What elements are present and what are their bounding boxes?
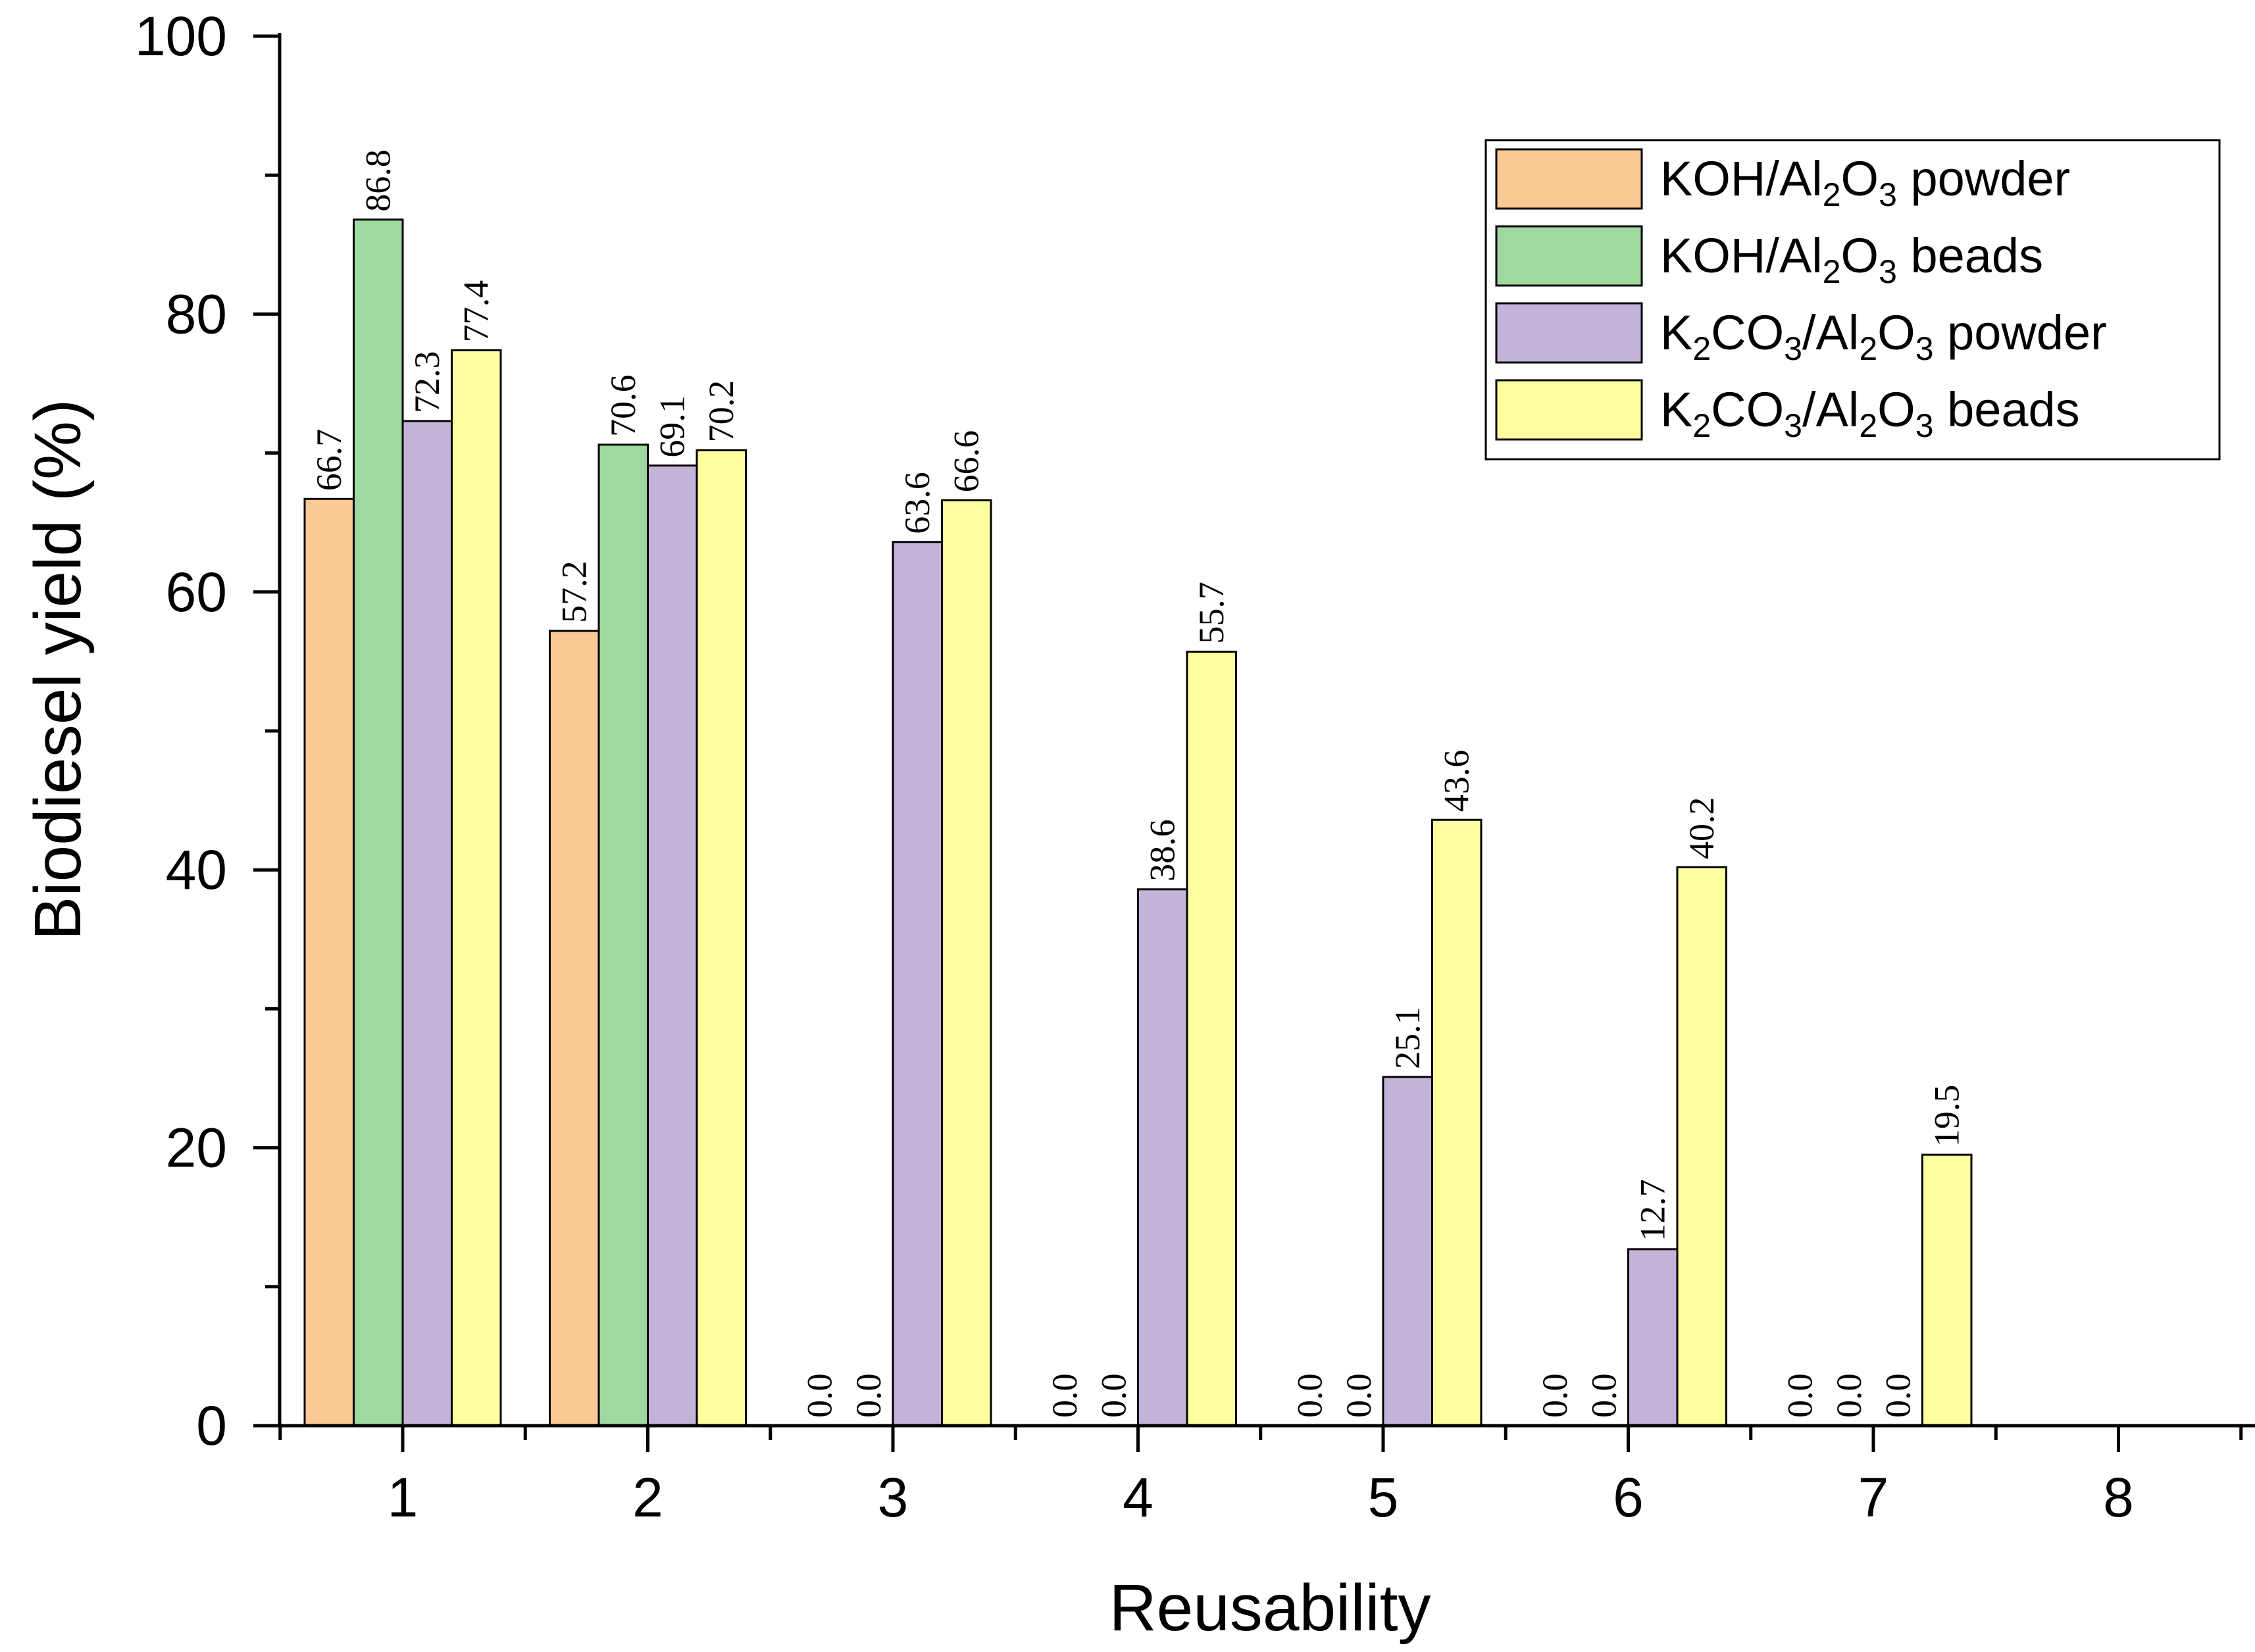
x-tick-label-4: 4 [1123,1466,1153,1528]
bar-3-2 [647,464,698,1427]
y-tick-label-40: 40 [166,839,227,901]
bar-3-3 [892,541,943,1427]
bar-2-2 [597,443,649,1427]
bar-3-4 [1137,888,1188,1427]
x-tick-label-5: 5 [1368,1466,1399,1528]
data-label-2-1: 86.8 [359,149,398,212]
x-tick-label-6: 6 [1613,1466,1644,1528]
legend-label-2: KOH/Al2O3 beads [1660,228,2043,290]
bar-4-7 [1921,1153,1973,1427]
data-label-1-2: 57.2 [555,561,594,623]
bar-1-2 [549,630,600,1427]
data-label-2-3: 0.0 [849,1374,888,1418]
data-label-1-1: 66.7 [309,429,349,491]
axes-layer: 0 20 40 60 80 100 1 2 3 4 5 6 7 8 [135,5,2255,1528]
data-label-1-3: 0.0 [799,1374,839,1418]
x-tick-label-7: 7 [1858,1466,1889,1528]
legend-swatch-2 [1495,225,1643,287]
data-label-3-5: 25.1 [1388,1007,1427,1069]
bar-1-1 [303,497,355,1427]
legend-label-1: KOH/Al2O3 powder [1660,151,2070,213]
bar-3-5 [1382,1076,1433,1427]
legend-swatch-3 [1495,302,1643,364]
data-label-4-4: 55.7 [1192,582,1231,644]
data-label-2-2: 70.6 [603,374,643,437]
bar-4-4 [1186,651,1237,1427]
data-label-4-3: 66.6 [947,430,986,493]
data-label-1-5: 0.0 [1290,1374,1329,1418]
data-label-4-2: 70.2 [701,380,741,443]
data-label-1-6: 0.0 [1535,1374,1575,1418]
bar-2-1 [353,218,404,1427]
data-label-2-7: 0.0 [1829,1374,1869,1418]
data-label-4-1: 77.4 [457,280,496,343]
data-label-2-6: 0.0 [1584,1374,1623,1418]
data-label-4-7: 19.5 [1927,1085,1967,1147]
x-tick-label-3: 3 [878,1466,909,1528]
bar-4-1 [451,349,502,1427]
bar-3-6 [1627,1248,1679,1427]
data-label-3-3: 63.6 [898,472,937,534]
bar-4-3 [941,499,992,1427]
legend-label-4: K2CO3/Al2O3 beads [1660,382,2080,444]
data-label-1-7: 0.0 [1780,1374,1819,1418]
data-label-2-5: 0.0 [1339,1374,1379,1418]
legend-swatch-1 [1495,148,1643,210]
bar-4-5 [1431,818,1482,1427]
data-labels-layer: 66.757.20.0 0.0 0.0 0.0 0.086.870.60.0 0.0 0.0… [309,149,1967,1418]
y-tick-label-20: 20 [166,1117,227,1179]
y-tick-label-100: 100 [135,5,227,67]
legend-swatch-4 [1495,379,1643,441]
x-axis-title: Reusability [1109,1571,1431,1645]
bars-layer [303,218,1973,1427]
bar-4-2 [696,449,747,1427]
bar-3-1 [401,420,453,1427]
legend-label-3: K2CO3/Al2O3 powder [1660,305,2107,367]
legend: KOH/Al2O3 powder KOH/Al2O3 beads K2CO3/Al2… [1484,139,2221,461]
data-label-3-7: 0.0 [1878,1374,1917,1418]
y-tick-label-0: 0 [196,1395,227,1457]
data-label-4-5: 43.6 [1437,750,1477,813]
data-label-3-2: 69.1 [653,395,692,458]
x-tick-label-2: 2 [632,1466,663,1528]
data-label-3-4: 38.6 [1143,819,1182,882]
data-label-3-1: 72.3 [407,351,447,414]
y-axis-title: Biodiesel yield (%) [21,399,95,941]
x-tick-label-1: 1 [388,1466,418,1528]
data-label-1-4: 0.0 [1045,1374,1084,1418]
y-tick-label-80: 80 [166,283,227,345]
y-tick-label-60: 60 [166,561,227,623]
x-tick-label-8: 8 [2103,1466,2134,1528]
data-label-2-4: 0.0 [1094,1374,1133,1418]
data-label-3-6: 12.7 [1633,1179,1673,1241]
bar-4-6 [1676,866,1727,1427]
data-label-4-6: 40.2 [1682,797,1721,859]
